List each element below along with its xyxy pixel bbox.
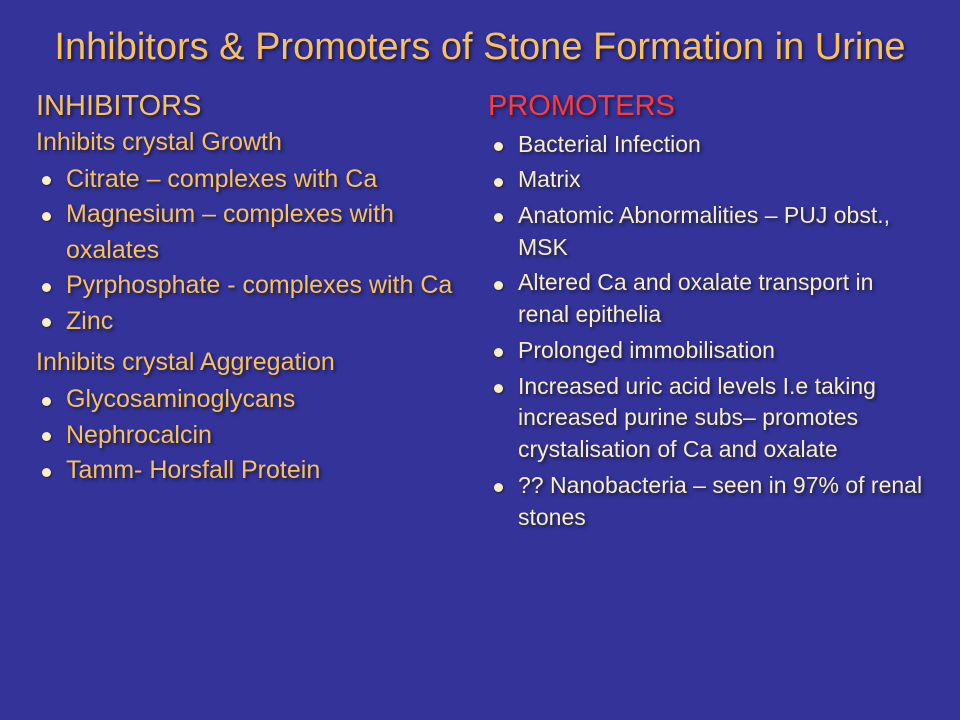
inhibits-growth-list: Citrate – complexes with Ca Magnesium – …	[36, 162, 472, 340]
promoters-column: PROMOTERS Bacterial Infection Matrix Ana…	[488, 90, 924, 540]
list-item: Prolonged immobilisation	[488, 335, 924, 367]
slide-title: Inhibitors & Promoters of Stone Formatio…	[36, 24, 924, 72]
promoters-list: Bacterial Infection Matrix Anatomic Abno…	[488, 129, 924, 534]
list-item: Magnesium – complexes with oxalates	[36, 197, 472, 268]
inhibitors-heading: INHIBITORS	[36, 90, 472, 123]
list-item: Tamm- Horsfall Protein	[36, 453, 472, 489]
inhibitors-column: INHIBITORS Inhibits crystal Growth Citra…	[36, 90, 472, 540]
two-column-layout: INHIBITORS Inhibits crystal Growth Citra…	[36, 90, 924, 540]
inhibits-growth-subheading: Inhibits crystal Growth	[36, 125, 472, 160]
list-item: Nephrocalcin	[36, 418, 472, 454]
list-item: Zinc	[36, 304, 472, 340]
list-item: Anatomic Abnormalities – PUJ obst., MSK	[488, 200, 924, 263]
list-item: Bacterial Infection	[488, 129, 924, 161]
list-item: Matrix	[488, 164, 924, 196]
inhibits-aggregation-list: Glycosaminoglycans Nephrocalcin Tamm- Ho…	[36, 382, 472, 489]
list-item: Increased uric acid levels I.e taking in…	[488, 371, 924, 466]
list-item: Pyrphosphate - complexes with Ca	[36, 268, 472, 304]
inhibits-aggregation-subheading: Inhibits crystal Aggregation	[36, 345, 472, 380]
promoters-heading: PROMOTERS	[488, 90, 924, 123]
list-item: Citrate – complexes with Ca	[36, 162, 472, 198]
list-item: Glycosaminoglycans	[36, 382, 472, 418]
list-item: Altered Ca and oxalate transport in rena…	[488, 267, 924, 330]
list-item: ?? Nanobacteria – seen in 97% of renal s…	[488, 470, 924, 533]
